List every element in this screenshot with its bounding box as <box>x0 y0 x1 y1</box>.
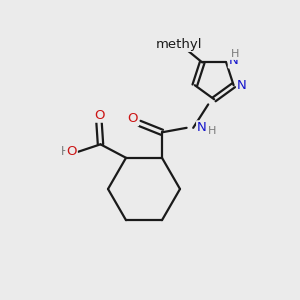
Text: H: H <box>230 49 239 59</box>
Text: H: H <box>61 145 70 158</box>
Text: N: N <box>197 121 207 134</box>
Text: O: O <box>66 145 77 158</box>
Text: methyl: methyl <box>156 38 202 51</box>
Text: H: H <box>208 126 217 136</box>
Text: N: N <box>229 54 238 68</box>
Text: N: N <box>237 79 247 92</box>
Text: O: O <box>94 109 104 122</box>
Text: O: O <box>128 112 138 125</box>
